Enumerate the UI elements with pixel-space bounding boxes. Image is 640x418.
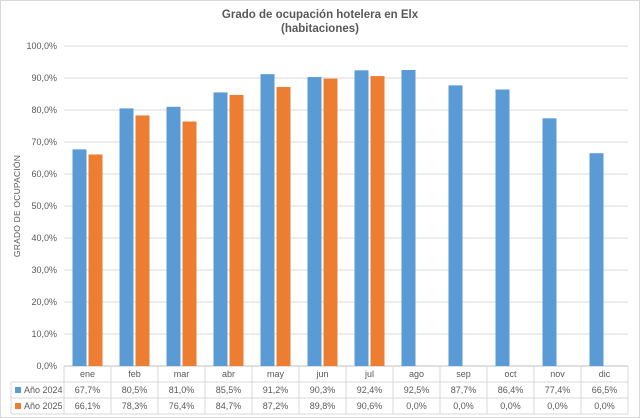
legend-label: Año 2025: [24, 401, 63, 411]
data-label: 85,5%: [216, 385, 242, 395]
x-tick-label: ago: [409, 369, 424, 379]
data-label: 66,1%: [75, 401, 101, 411]
y-tick-label: 90,0%: [31, 73, 57, 83]
data-label: 78,3%: [122, 401, 148, 411]
legend-swatch: [15, 403, 21, 409]
y-tick-label: 40,0%: [31, 233, 57, 243]
y-tick-label: 10,0%: [31, 329, 57, 339]
bar-ano-2025: [88, 154, 103, 366]
x-tick-label: dic: [599, 369, 611, 379]
chart-subtitle: (habitaciones): [281, 23, 359, 35]
x-tick-label: ene: [80, 369, 95, 379]
bar-ano-2025: [276, 86, 291, 367]
data-label: 86,4%: [498, 385, 524, 395]
x-tick-label: abr: [222, 369, 235, 379]
data-label: 80,5%: [122, 385, 148, 395]
data-label: 66,5%: [592, 385, 618, 395]
bar-ano-2024: [72, 149, 87, 366]
bar-ano-2024: [589, 153, 604, 366]
x-tick-label: nov: [550, 369, 565, 379]
bar-ano-2024: [354, 70, 369, 366]
data-label: 89,8%: [310, 401, 336, 411]
bar-ano-2025: [135, 115, 150, 366]
bar-ano-2024: [119, 108, 134, 367]
data-label: 0,0%: [406, 401, 427, 411]
y-tick-label: 60,0%: [31, 169, 57, 179]
y-tick-label: 100,0%: [26, 41, 57, 51]
data-label: 84,7%: [216, 401, 242, 411]
data-label: 0,0%: [547, 401, 568, 411]
data-label: 87,2%: [263, 401, 289, 411]
data-label: 0,0%: [500, 401, 521, 411]
bar-ano-2024: [260, 74, 275, 366]
bar-ano-2024: [448, 85, 463, 367]
y-tick-label: 0,0%: [36, 361, 57, 371]
bar-ano-2025: [370, 76, 385, 366]
legend-label: Año 2024: [24, 385, 63, 395]
data-label: 76,4%: [169, 401, 195, 411]
legend-swatch: [15, 387, 21, 393]
bar-ano-2024: [401, 70, 416, 366]
x-tick-label: sep: [456, 369, 471, 379]
x-tick-label: mar: [174, 369, 190, 379]
data-label: 90,6%: [357, 401, 383, 411]
x-tick-label: oct: [504, 369, 517, 379]
data-label: 92,4%: [357, 385, 383, 395]
data-label: 67,7%: [75, 385, 101, 395]
y-tick-label: 70,0%: [31, 137, 57, 147]
x-tick-label: may: [267, 369, 285, 379]
y-tick-label: 20,0%: [31, 297, 57, 307]
data-label: 87,7%: [451, 385, 477, 395]
y-axis-label: GRADO DE OCUPACIÓN: [12, 155, 22, 257]
x-tick-label: jul: [364, 369, 374, 379]
chart-title: Grado de ocupación hotelera en Elx: [221, 9, 419, 21]
x-tick-label: feb: [128, 369, 141, 379]
data-label: 91,2%: [263, 385, 289, 395]
y-tick-label: 80,0%: [31, 105, 57, 115]
bar-ano-2024: [213, 92, 228, 367]
data-label: 92,5%: [404, 385, 430, 395]
bar-ano-2024: [166, 106, 181, 367]
bar-ano-2024: [495, 89, 510, 367]
data-label: 81,0%: [169, 385, 195, 395]
y-tick-label: 50,0%: [31, 201, 57, 211]
data-label: 90,3%: [310, 385, 336, 395]
y-tick-label: 30,0%: [31, 265, 57, 275]
bar-ano-2024: [307, 77, 322, 366]
bar-ano-2025: [229, 94, 244, 367]
data-label: 0,0%: [594, 401, 615, 411]
x-tick-label: jun: [315, 369, 328, 379]
bar-ano-2024: [542, 118, 557, 366]
bar-ano-2025: [323, 78, 338, 366]
data-label: 0,0%: [453, 401, 474, 411]
bar-ano-2025: [182, 121, 197, 367]
data-label: 77,4%: [545, 385, 571, 395]
